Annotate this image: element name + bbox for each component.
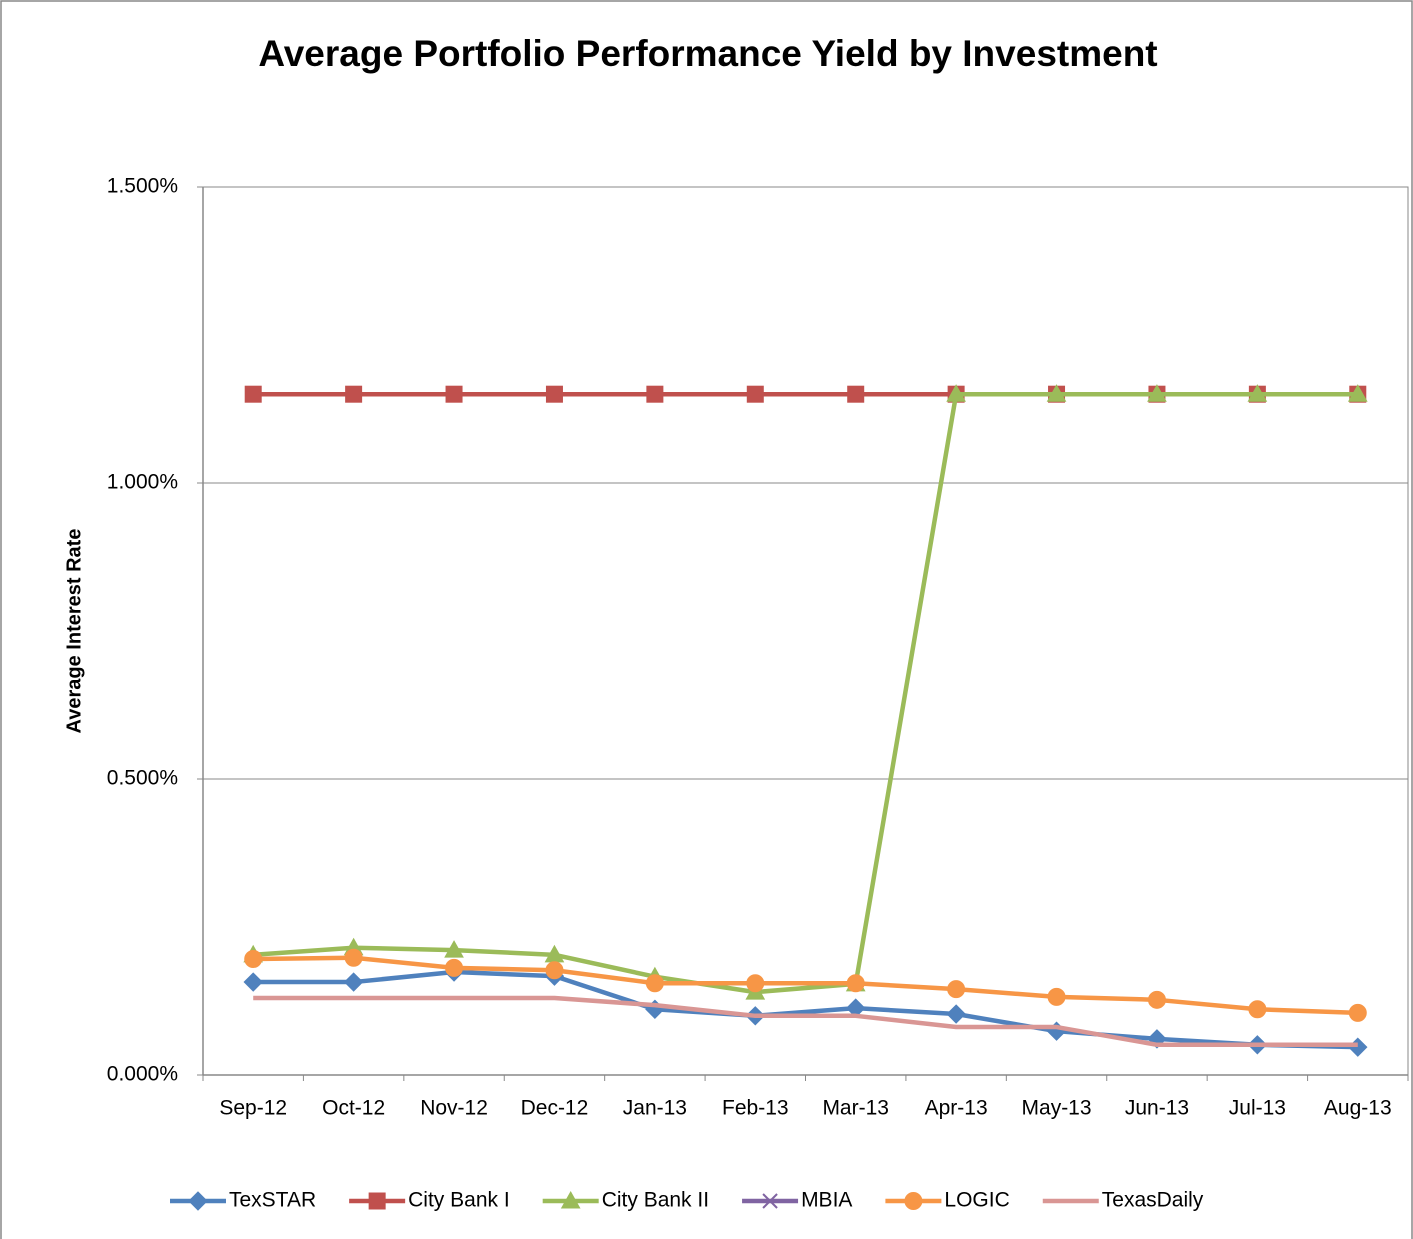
x-tick-label: Mar-13	[822, 1097, 889, 1120]
plot-area	[202, 186, 1409, 1076]
marker-square	[244, 385, 262, 403]
legend-label: MBIA	[801, 1189, 852, 1212]
x-tick-label: May-13	[1022, 1097, 1092, 1120]
y-axis-label: Average Interest Rate	[63, 529, 85, 734]
x-tick-label: Feb-13	[722, 1097, 789, 1120]
x-tick-label: Oct-12	[322, 1097, 385, 1120]
legend-item: City Bank I	[349, 1189, 510, 1212]
legend-label: City Bank II	[602, 1189, 709, 1212]
marker-square	[368, 1192, 386, 1210]
marker-circle	[545, 961, 564, 980]
marker-circle	[1348, 1003, 1367, 1022]
legend-label: LOGIC	[944, 1189, 1009, 1212]
x-tick-label: Jul-13	[1229, 1097, 1286, 1120]
marker-triangle	[1046, 384, 1067, 402]
x-tick-label: Apr-13	[925, 1097, 988, 1120]
marker-circle	[746, 974, 765, 993]
marker-circle	[645, 974, 664, 993]
marker-triangle	[1247, 384, 1268, 402]
marker-square	[746, 385, 764, 403]
marker-circle	[846, 974, 865, 993]
marker-triangle	[1347, 384, 1368, 402]
x-tick-label: Dec-12	[521, 1097, 589, 1120]
x-tick-label: Jan-13	[623, 1097, 687, 1120]
x-tick-label: Jun-13	[1125, 1097, 1189, 1120]
marker-square	[646, 385, 664, 403]
y-tick-label: 0.000%	[107, 1063, 178, 1086]
marker-circle	[947, 980, 966, 999]
y-tick-label: 1.500%	[107, 175, 178, 198]
marker-square	[847, 385, 865, 403]
y-tick-label: 1.000%	[107, 471, 178, 494]
marker-square	[545, 385, 563, 403]
legend-item: TexasDaily	[1042, 1189, 1204, 1212]
marker-triangle	[560, 1190, 581, 1209]
marker-circle	[445, 958, 464, 977]
marker-circle	[1147, 990, 1166, 1009]
marker-triangle	[1147, 384, 1167, 402]
legend-item: TexSTAR	[170, 1189, 316, 1212]
x-tick-label: Aug-13	[1324, 1097, 1392, 1120]
legend-label: TexasDaily	[1102, 1189, 1204, 1212]
marker-circle	[1248, 1000, 1267, 1019]
marker-triangle	[444, 940, 464, 958]
legend-label: TexSTAR	[229, 1189, 316, 1212]
x-tick-label: Nov-12	[420, 1097, 488, 1120]
legend-item: MBIA	[742, 1189, 852, 1212]
legend-item: LOGIC	[885, 1189, 1010, 1212]
y-tick-label: 0.500%	[107, 767, 178, 790]
marker-square	[445, 385, 463, 403]
marker-circle	[904, 1192, 923, 1210]
marker-x	[762, 1193, 778, 1209]
marker-diamond	[243, 972, 263, 992]
marker-diamond	[946, 1004, 966, 1024]
marker-square	[345, 385, 363, 403]
marker-circle	[1047, 987, 1066, 1006]
series-line	[253, 391, 1358, 995]
x-tick-label: Sep-12	[219, 1097, 287, 1120]
series-line	[253, 995, 1358, 1048]
marker-circle	[344, 948, 363, 967]
marker-circle	[244, 949, 263, 968]
marker-diamond	[188, 1191, 208, 1211]
legend-label: City Bank I	[408, 1189, 510, 1212]
legend-item: City Bank II	[542, 1189, 709, 1212]
marker-diamond	[343, 972, 364, 992]
marker-triangle	[946, 384, 966, 402]
chart-title: Average Portfolio Performance Yield by I…	[258, 33, 1157, 74]
series-line	[253, 969, 1358, 1050]
series-line	[253, 955, 1358, 1016]
